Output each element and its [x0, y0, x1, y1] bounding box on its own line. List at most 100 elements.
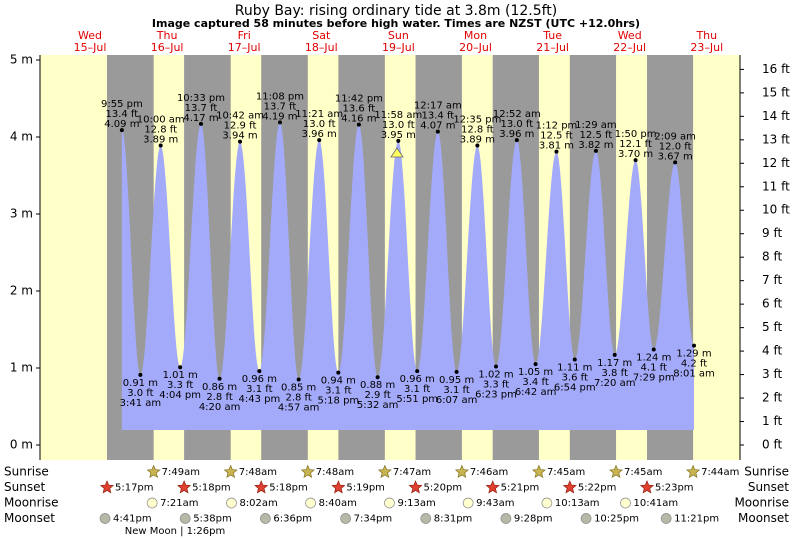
day-weekday: Wed [78, 29, 102, 42]
day-weekday: Thu [695, 29, 717, 42]
high-tide-label: 12.8 ft [461, 124, 494, 135]
sunset-icon [177, 480, 192, 494]
high-tide-label: 11:08 pm [256, 91, 304, 102]
day-weekday: Thu [156, 29, 178, 42]
high-tide-label: 12.9 ft [224, 121, 257, 132]
tide-point [593, 148, 598, 153]
row-label: Sunrise [4, 465, 49, 479]
tide-area [121, 122, 695, 431]
y-tick-label: 0 m [10, 438, 33, 452]
row-label: Moonset [738, 511, 789, 525]
moonrise-time: 10:41am [633, 498, 678, 509]
high-tide-label: 3.82 m [578, 140, 613, 151]
sunrise-icon [300, 464, 315, 479]
low-tide-label: 6:42 am [515, 387, 557, 398]
low-tide-label: 5:18 pm [317, 396, 359, 407]
high-tide-label: 3.89 m [143, 134, 178, 145]
y2-tick-label: 6 ft [762, 297, 782, 311]
high-tide-label: 3.89 m [460, 134, 495, 145]
day-date: 15–Jul [74, 41, 107, 54]
tide-point [138, 372, 143, 377]
row-label: Sunset [4, 480, 45, 494]
low-tide-label: 3.8 ft [602, 368, 628, 379]
y2-tick-label: 10 ft [762, 203, 790, 217]
moonset-time: 8:31pm [434, 514, 473, 525]
high-tide-label: 4.19 m [262, 111, 297, 122]
sunrise-icon [454, 464, 469, 479]
high-tide-label: 2:09 am [654, 131, 696, 142]
high-tide-label: 3.81 m [539, 141, 574, 152]
tide-point [158, 143, 163, 148]
high-tide-label: 3.95 m [381, 130, 416, 141]
sunrise-icon [609, 464, 624, 479]
sunset-icon [639, 480, 655, 494]
high-tide-label: 11:42 pm [335, 94, 383, 105]
low-tide-label: 0.94 m [321, 376, 356, 387]
low-tide-label: 3.3 ft [483, 379, 509, 390]
low-tide-label: 0.96 m [242, 374, 277, 385]
moon-phase: New Moon | 1:26pm [125, 526, 225, 537]
tide-point [435, 129, 440, 134]
moonrise-time: 9:43am [476, 498, 514, 509]
high-tide-label: 13.7 ft [264, 101, 297, 112]
sunrise-icon [686, 464, 701, 479]
low-tide-label: 8:01 am [673, 369, 715, 380]
high-tide-label: 13.6 ft [343, 104, 376, 115]
high-tide-label: 4.07 m [420, 121, 455, 132]
low-tide-label: 4:43 pm [238, 394, 280, 405]
tide-point [651, 347, 656, 352]
high-tide-label: 3.96 m [499, 129, 534, 140]
day-date: 20–Jul [459, 41, 492, 54]
tide-point [238, 139, 243, 144]
sunrise-time: 7:46am [470, 467, 508, 478]
moonset-icon [580, 513, 592, 524]
high-tide-label: 10:00 am [137, 114, 185, 125]
sunset-icon [485, 480, 500, 494]
low-tide-label: 3.1 ft [443, 385, 469, 396]
y2-tick-label: 4 ft [762, 344, 782, 358]
day-date: 16–Jul [151, 41, 184, 54]
moonrise-icon [384, 497, 395, 509]
sunrise-icon [223, 464, 238, 479]
y2-tick-label: 3 ft [762, 367, 782, 381]
tide-point [454, 369, 459, 374]
low-tide-label: 0.91 m [123, 378, 158, 389]
y2-tick-label: 0 ft [762, 438, 782, 452]
moonrise-icon [620, 497, 631, 509]
tide-point [415, 369, 420, 374]
y2-tick-label: 1 ft [762, 414, 782, 428]
moonset-time: 10:25pm [594, 514, 639, 525]
low-tide-label: 0.86 m [202, 382, 237, 393]
low-tide-label: 2.8 ft [206, 392, 232, 403]
y2-tick-label: 2 ft [762, 391, 782, 405]
moonset-icon [99, 513, 111, 524]
y2-tick-label: 7 ft [762, 273, 782, 287]
sunset-time: 5:18pm [269, 483, 308, 494]
low-tide-label: 1.24 m [636, 353, 671, 364]
sunset-time: 5:17pm [115, 483, 154, 494]
tide-point [198, 121, 203, 126]
day-date: 23–Jul [690, 41, 723, 54]
moonset-time: 11:21pm [674, 514, 719, 525]
row-label: Moonset [4, 511, 55, 525]
low-tide-label: 6:07 am [436, 395, 478, 406]
high-tide-label: 13.0 ft [303, 119, 336, 130]
sunset-time: 5:22pm [578, 483, 617, 494]
high-tide-label: 12:35 pm [453, 114, 501, 125]
tide-point [277, 120, 282, 125]
day-date: 22–Jul [613, 41, 646, 54]
row-label: Moonrise [4, 496, 59, 510]
day-weekday: Sat [312, 29, 331, 42]
moonset-icon [500, 513, 512, 524]
high-tide-label: 3.67 m [658, 151, 693, 162]
low-tide-label: 4:20 am [199, 402, 241, 413]
moonrise-time: 8:40am [319, 498, 357, 509]
moonrise-icon [541, 497, 553, 509]
tide-point [375, 375, 380, 380]
low-tide-label: 3.3 ft [167, 380, 193, 391]
tide-point [514, 138, 519, 143]
high-tide-label: 3.70 m [618, 149, 653, 160]
moonrise-icon [305, 497, 316, 509]
low-tide-label: 6:23 pm [475, 389, 517, 400]
high-tide-label: 9:55 pm [101, 99, 143, 110]
